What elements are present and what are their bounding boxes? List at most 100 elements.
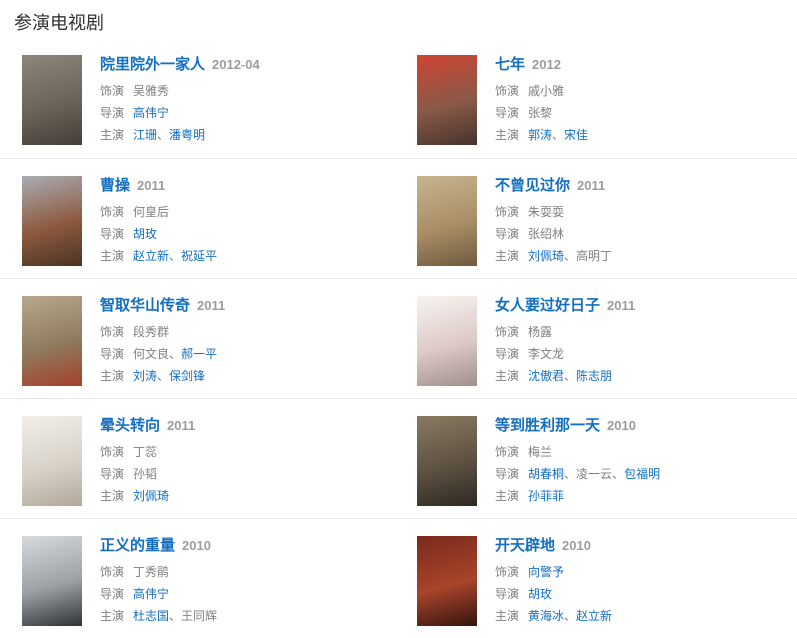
poster-image[interactable] <box>417 296 477 386</box>
poster-image[interactable] <box>22 176 82 266</box>
poster-image[interactable] <box>22 536 82 626</box>
credit-label-starring: 主演 <box>495 128 520 142</box>
drama-year: 2011 <box>137 178 166 193</box>
person-link[interactable]: 向警予 <box>528 565 565 579</box>
drama-title-link[interactable]: 女人要过好日子 <box>495 297 601 314</box>
drama-title-link[interactable]: 开天辟地 <box>495 537 556 554</box>
starring-names: 孙菲菲 <box>528 489 564 503</box>
poster-image[interactable] <box>417 416 477 506</box>
person-link[interactable]: 祝延平 <box>181 249 218 263</box>
poster-image[interactable] <box>22 55 82 145</box>
person-link[interactable]: 刘佩琦 <box>133 489 170 503</box>
drama-title-row: 开天辟地 2010 <box>495 536 612 556</box>
drama-title-link[interactable]: 晕头转向 <box>100 417 161 434</box>
drama-row: 曹操 2011 饰演 何皇后 导演 胡玫 主演 赵立新、祝延平 不曾见过你 2011 饰演… <box>0 158 797 278</box>
person-link[interactable]: 胡玫 <box>133 227 158 241</box>
drama-title-link[interactable]: 等到胜利那一天 <box>495 417 601 434</box>
credit-line-starring: 主演 赵立新、祝延平 <box>100 245 217 267</box>
name-separator: 、 <box>169 609 182 623</box>
credit-line-role: 饰演 杨露 <box>495 321 635 343</box>
role-names: 丁蕊 <box>133 445 157 459</box>
credit-label-director: 导演 <box>100 587 125 601</box>
person-link[interactable]: 陈志朋 <box>576 369 613 383</box>
person-link[interactable]: 刘涛 <box>133 369 158 383</box>
person-link[interactable]: 沈傲君 <box>528 369 565 383</box>
person-link[interactable]: 潘粤明 <box>169 128 206 142</box>
drama-list: 院里院外一家人 2012-04 饰演 吴雅秀 导演 高伟宁 主演 江珊、潘粤明 七年 20… <box>0 38 797 638</box>
drama-title-link[interactable]: 七年 <box>495 56 526 73</box>
credit-line-director: 导演 高伟宁 <box>100 102 260 124</box>
credit-label-director: 导演 <box>100 467 125 481</box>
drama-entry: 院里院外一家人 2012-04 饰演 吴雅秀 导演 高伟宁 主演 江珊、潘粤明 <box>14 38 409 158</box>
drama-title-row: 院里院外一家人 2012-04 <box>100 55 260 75</box>
person-link[interactable]: 刘佩琦 <box>528 249 565 263</box>
person-link[interactable]: 高伟宁 <box>133 106 170 120</box>
credit-label-director: 导演 <box>495 106 520 120</box>
drama-entry: 七年 2012 饰演 戚小雅 导演 张黎 主演 郭涛、宋佳 <box>409 38 791 158</box>
name-separator: 、 <box>564 369 577 383</box>
credit-label-role: 饰演 <box>100 325 125 339</box>
role-names: 丁秀鹃 <box>133 565 169 579</box>
drama-entry: 曹操 2011 饰演 何皇后 导演 胡玫 主演 赵立新、祝延平 <box>14 159 409 278</box>
person-link[interactable]: 赵立新 <box>576 609 613 623</box>
credit-line-director: 导演 胡春桐、凌一云、包福明 <box>495 463 660 485</box>
drama-year: 2011 <box>607 298 636 313</box>
drama-info: 曹操 2011 饰演 何皇后 导演 胡玫 主演 赵立新、祝延平 <box>100 176 217 278</box>
person-link[interactable]: 包福明 <box>624 467 661 481</box>
poster-image[interactable] <box>417 176 477 266</box>
poster-image[interactable] <box>417 55 477 145</box>
credit-label-director: 导演 <box>100 347 125 361</box>
credit-line-role: 饰演 段秀群 <box>100 321 225 343</box>
page-title: 参演电视剧 <box>14 13 104 33</box>
person-link[interactable]: 高伟宁 <box>133 587 170 601</box>
credit-line-director: 导演 孙韬 <box>100 463 195 485</box>
poster-image[interactable] <box>417 536 477 626</box>
drama-title-link[interactable]: 智取华山传奇 <box>100 297 191 314</box>
person-link[interactable]: 黄海冰 <box>528 609 565 623</box>
name-separator: 、 <box>564 609 577 623</box>
person-name: 段秀群 <box>133 325 170 339</box>
credit-label-director: 导演 <box>495 587 520 601</box>
person-link[interactable]: 杜志国 <box>133 609 170 623</box>
director-names: 何文良、郝一平 <box>133 347 217 361</box>
drama-row: 智取华山传奇 2011 饰演 段秀群 导演 何文良、郝一平 主演 刘涛、保剑锋 女人要过… <box>0 278 797 398</box>
drama-year: 2011 <box>577 178 606 193</box>
poster-image[interactable] <box>22 416 82 506</box>
credit-line-starring: 主演 江珊、潘粤明 <box>100 124 260 146</box>
person-link[interactable]: 宋佳 <box>564 128 589 142</box>
person-link[interactable]: 保剑锋 <box>169 369 206 383</box>
credit-line-director: 导演 胡玫 <box>100 223 217 245</box>
credit-line-director: 导演 张绍林 <box>495 223 612 245</box>
drama-info: 智取华山传奇 2011 饰演 段秀群 导演 何文良、郝一平 主演 刘涛、保剑锋 <box>100 296 225 398</box>
person-name: 凌一云 <box>576 467 613 481</box>
drama-info: 不曾见过你 2011 饰演 朱耍耍 导演 张绍林 主演 刘佩琦、高明丁 <box>495 176 612 278</box>
credit-label-role: 饰演 <box>100 445 125 459</box>
person-name: 王同辉 <box>181 609 218 623</box>
credit-label-role: 饰演 <box>100 565 125 579</box>
role-names: 吴雅秀 <box>133 84 169 98</box>
credit-line-starring: 主演 黄海冰、赵立新 <box>495 605 612 627</box>
person-link[interactable]: 孙菲菲 <box>528 489 565 503</box>
person-link[interactable]: 郭涛 <box>528 128 553 142</box>
credit-line-starring: 主演 刘佩琦 <box>100 485 195 507</box>
credit-label-role: 饰演 <box>495 205 520 219</box>
drama-title-link[interactable]: 不曾见过你 <box>495 177 571 194</box>
credit-label-starring: 主演 <box>100 249 125 263</box>
drama-title-link[interactable]: 正义的重量 <box>100 537 176 554</box>
person-link[interactable]: 郝一平 <box>181 347 218 361</box>
drama-row: 正义的重量 2010 饰演 丁秀鹃 导演 高伟宁 主演 杜志国、王同辉 开天辟地 2010… <box>0 518 797 638</box>
person-link[interactable]: 赵立新 <box>133 249 170 263</box>
credit-label-director: 导演 <box>100 227 125 241</box>
person-link[interactable]: 胡春桐 <box>528 467 565 481</box>
name-separator: 、 <box>157 369 170 383</box>
credit-line-role: 饰演 梅兰 <box>495 441 660 463</box>
credit-line-role: 饰演 丁秀鹃 <box>100 561 217 583</box>
drama-title-link[interactable]: 曹操 <box>100 177 131 194</box>
poster-image[interactable] <box>22 296 82 386</box>
credit-label-role: 饰演 <box>100 205 125 219</box>
person-link[interactable]: 胡玫 <box>528 587 553 601</box>
drama-title-link[interactable]: 院里院外一家人 <box>100 56 206 73</box>
director-names: 张黎 <box>528 106 552 120</box>
person-link[interactable]: 江珊 <box>133 128 158 142</box>
person-name: 何文良 <box>133 347 170 361</box>
